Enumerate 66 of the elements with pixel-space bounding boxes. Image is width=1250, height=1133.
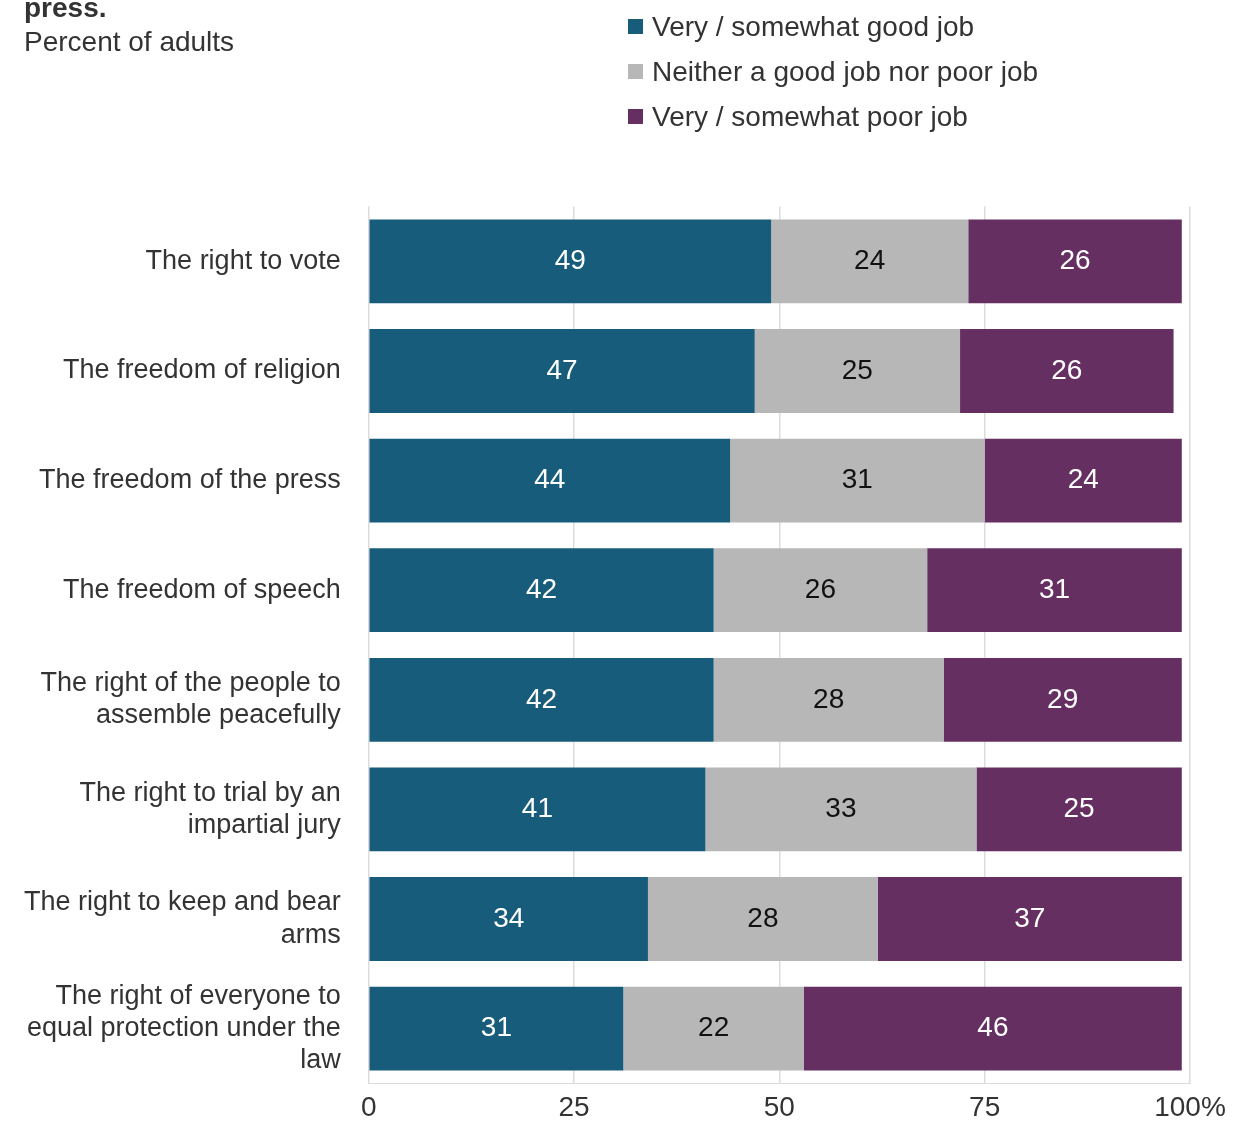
data-label: 49 (554, 244, 586, 276)
data-label: 26 (1059, 244, 1091, 276)
data-label: 41 (521, 792, 554, 824)
data-label: 34 (493, 901, 525, 933)
data-label: 28 (813, 682, 845, 714)
data-label: 46 (977, 1011, 1009, 1043)
data-label: 37 (1014, 901, 1046, 933)
data-label: 25 (841, 353, 873, 385)
bar (369, 329, 755, 413)
x-tick-label: 75 (969, 1090, 1001, 1122)
bar (968, 219, 1182, 304)
bar (369, 877, 648, 961)
bar (369, 986, 624, 1071)
bar (369, 219, 772, 304)
legend-label: Very / somewhat good job (652, 10, 975, 43)
bar (976, 767, 1182, 852)
bar (943, 657, 1182, 742)
data-label: 29 (1047, 682, 1079, 714)
data-label: 33 (825, 792, 857, 824)
data-label: 31 (1038, 572, 1071, 604)
data-label: 31 (480, 1011, 512, 1043)
x-tick-label: 100% (1154, 1090, 1226, 1122)
y-tick-label: The right of everyone to equal protection under the law (26, 979, 342, 1075)
data-label: 24 (1067, 463, 1099, 495)
y-tick-label: The right to trial by an impartial jury (79, 776, 342, 840)
data-label: 42 (525, 682, 558, 714)
legend-label: Neither a good job nor poor job (652, 55, 1039, 88)
bar (623, 986, 804, 1071)
y-tick-label: The freedom of speech (63, 573, 341, 604)
bar (754, 329, 961, 413)
bar (803, 986, 1182, 1071)
bar (369, 657, 714, 742)
bar (730, 438, 985, 523)
bar (713, 657, 944, 742)
data-label: 42 (525, 572, 558, 604)
data-label: 26 (1051, 353, 1083, 385)
y-tick-label: The right of the people to assemble peacefully (40, 667, 342, 730)
bar (369, 767, 706, 852)
bar (984, 438, 1182, 523)
y-tick-label: The freedom of the press (39, 464, 341, 495)
y-tick-label: The right to vote (145, 244, 341, 275)
x-tick-label: 0 (360, 1090, 377, 1122)
data-label: 47 (546, 353, 578, 385)
bar (369, 438, 731, 523)
data-label: 28 (747, 901, 779, 933)
bar (771, 219, 969, 304)
data-label: 22 (698, 1011, 730, 1043)
legend-label: Very / somewhat poor job (652, 100, 968, 133)
y-tick-label: The freedom of religion (63, 354, 341, 385)
text: press. (24, 0, 107, 24)
bar (960, 329, 1174, 413)
x-tick-label: 25 (558, 1090, 590, 1122)
data-label: 25 (1063, 792, 1095, 824)
bar (877, 877, 1182, 961)
bar (705, 767, 977, 852)
text: Percent of adults (24, 26, 235, 58)
data-label: 44 (534, 463, 566, 495)
x-tick-label: 50 (763, 1090, 795, 1122)
data-label: 26 (804, 572, 836, 604)
data-label: 24 (854, 244, 886, 276)
bar (369, 548, 714, 633)
bar (713, 548, 928, 633)
y-tick-label: The right to keep and bear arms (23, 886, 341, 949)
data-label: 31 (841, 463, 873, 495)
bar (647, 877, 878, 961)
bar (927, 548, 1182, 633)
